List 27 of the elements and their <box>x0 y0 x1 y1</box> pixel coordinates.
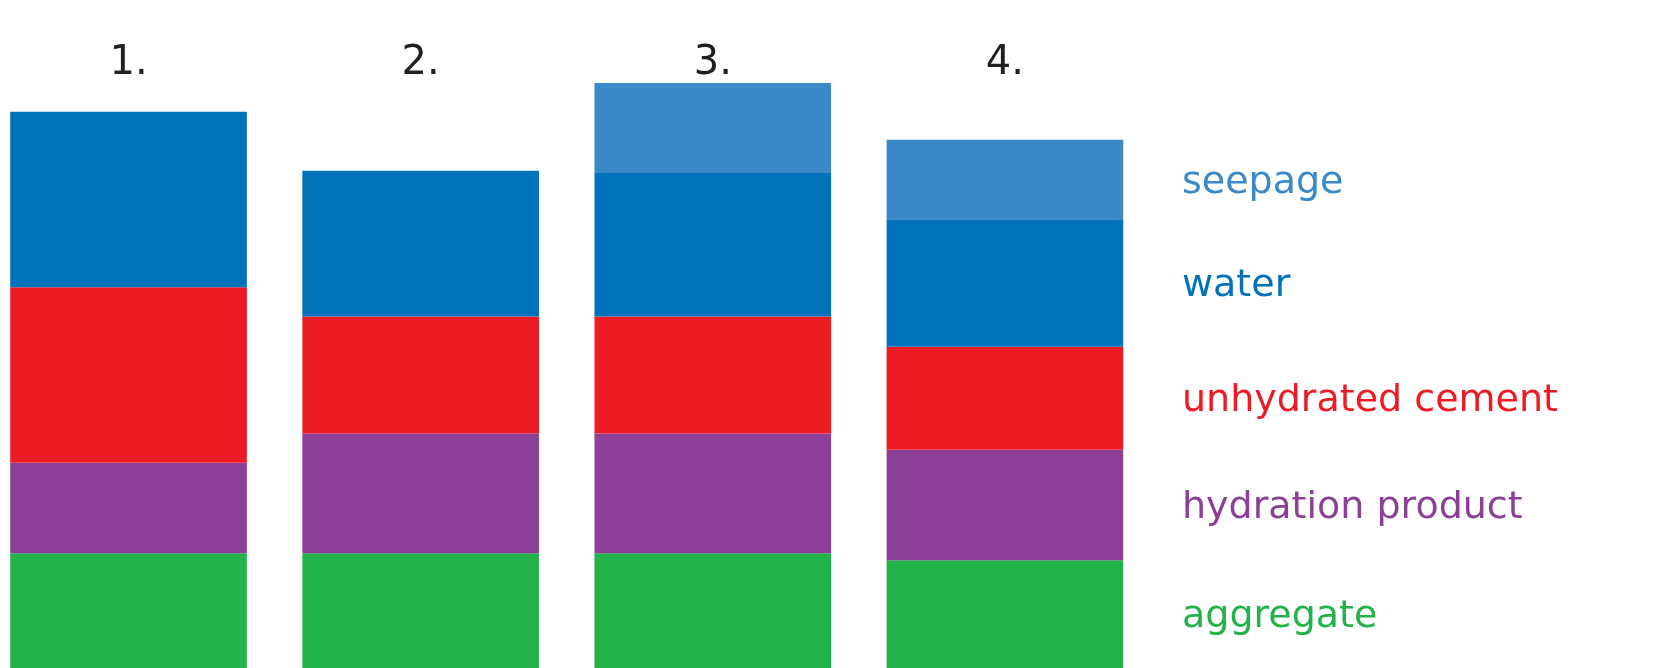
bar <box>594 433 832 554</box>
bar <box>302 433 539 554</box>
bar <box>886 560 1124 668</box>
bar <box>302 553 539 668</box>
bar <box>302 316 539 434</box>
series-label: hydration product <box>1182 483 1523 527</box>
bar <box>10 462 247 554</box>
bar <box>886 346 1124 450</box>
series-label: water <box>1182 261 1291 305</box>
bar <box>594 316 832 434</box>
bar <box>10 287 247 463</box>
bar <box>594 173 832 317</box>
x-tick-label: 4. <box>985 37 1024 83</box>
series-label: unhydrated cement <box>1182 376 1558 420</box>
bar <box>594 553 832 668</box>
series-label: seepage <box>1182 158 1344 202</box>
bar <box>886 449 1124 561</box>
x-tick-label: 3. <box>693 37 732 83</box>
bar <box>10 111 247 288</box>
bar <box>302 170 539 317</box>
x-tick-label: 2. <box>401 37 440 83</box>
bar <box>594 83 832 174</box>
series-label: aggregate <box>1182 592 1378 636</box>
bar <box>10 553 247 668</box>
bar <box>886 139 1124 220</box>
x-tick-label: 1. <box>109 37 148 83</box>
bar <box>886 219 1124 347</box>
